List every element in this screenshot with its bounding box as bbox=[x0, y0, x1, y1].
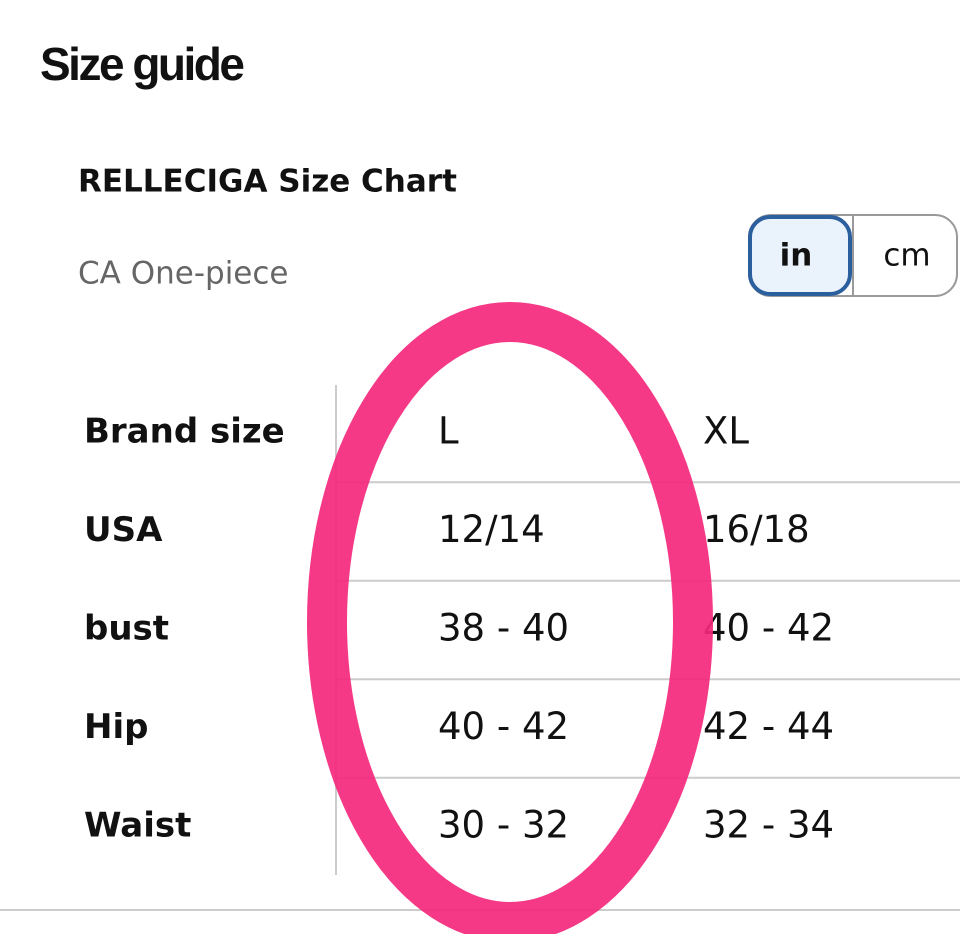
row-label: Brand size bbox=[84, 412, 285, 452]
highlight-circle bbox=[307, 302, 713, 934]
row-label: USA bbox=[84, 510, 163, 550]
row-label: Hip bbox=[84, 707, 148, 747]
cell: 16/18 bbox=[703, 508, 810, 551]
cell: 40 - 42 bbox=[703, 607, 834, 650]
chart-title: RELLECIGA Size Chart bbox=[78, 164, 457, 200]
unit-toggle: in cm bbox=[748, 214, 958, 297]
toggle-selected bbox=[748, 215, 852, 296]
cell: XL bbox=[703, 410, 749, 453]
size-table: Brand size L XL USA 12/14 16/18 bust 38 - 40 40 … bbox=[84, 410, 960, 847]
chart-subtitle: CA One-piece bbox=[78, 256, 289, 292]
row-label: Waist bbox=[84, 806, 191, 846]
cell: 32 - 34 bbox=[703, 804, 834, 847]
page-title: Size guide bbox=[40, 38, 244, 90]
row-label: bust bbox=[84, 609, 169, 649]
cell: 40 - 42 bbox=[438, 705, 569, 748]
cell: 30 - 32 bbox=[438, 804, 569, 847]
toggle-option[interactable]: in bbox=[780, 238, 813, 274]
toggle-option[interactable]: cm bbox=[883, 238, 930, 274]
cell: 42 - 44 bbox=[703, 705, 834, 748]
cell: 38 - 40 bbox=[438, 607, 569, 650]
cell: L bbox=[438, 410, 459, 453]
cell: 12/14 bbox=[438, 508, 545, 551]
